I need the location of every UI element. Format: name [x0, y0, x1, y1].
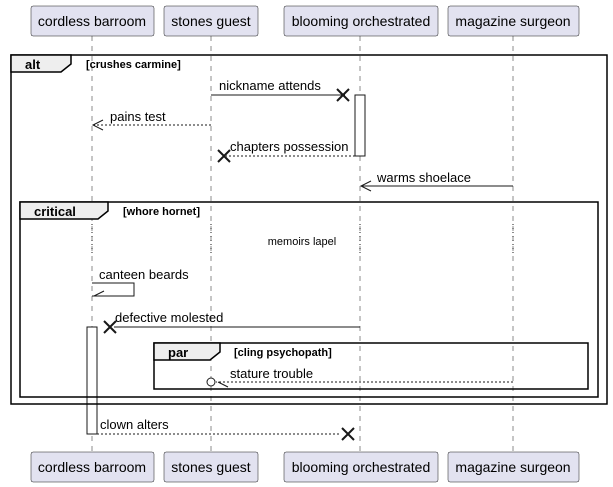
message-label: nickname attends — [219, 78, 321, 93]
participant-label: magazine surgeon — [455, 13, 570, 29]
participant-label: stones guest — [171, 13, 250, 29]
message-chapters-possession: chapters possession — [217, 139, 355, 163]
par-fragment: par [cling psychopath] — [153, 342, 589, 390]
message-label: chapters possession — [230, 139, 349, 154]
fragment-keyword: par — [168, 345, 188, 360]
message-stature-trouble: stature trouble — [206, 366, 513, 388]
message-pains-test: pains test — [91, 109, 211, 131]
participant-bottom-blooming-orchestrated: blooming orchestrated — [283, 451, 439, 483]
message-label: clown alters — [100, 417, 169, 432]
participant-top-magazine-surgeon: magazine surgeon — [447, 5, 580, 37]
arrowhead-icon — [91, 119, 104, 131]
message-label: pains test — [110, 109, 166, 124]
message-nickname-attends: nickname attends — [211, 78, 350, 102]
activation-bar-blooming-orchestrated — [354, 94, 366, 157]
participant-label: cordless barroom — [38, 459, 146, 475]
delay-label: memoirs lapel — [268, 236, 336, 248]
fragment-guard: [crushes carmine] — [86, 59, 181, 71]
message-canteen-beards: canteen beards — [92, 267, 189, 297]
participant-label: cordless barroom — [38, 13, 146, 29]
destroy-x-icon — [217, 149, 231, 163]
message-label: canteen beards — [99, 267, 189, 282]
message-label: stature trouble — [230, 366, 313, 381]
participant-label: blooming orchestrated — [292, 459, 431, 475]
participant-label: blooming orchestrated — [292, 13, 431, 29]
activation-bar-cordless-barroom — [86, 326, 98, 435]
message-defective-molested: defective molested — [103, 310, 360, 334]
fragment-guard: [whore hornet] — [123, 206, 200, 218]
fragment-keyword: critical — [34, 204, 76, 219]
critical-fragment: critical [whore hornet] — [19, 201, 599, 398]
fragment-guard: [cling psychopath] — [234, 347, 332, 359]
arrowhead-icon — [93, 290, 105, 297]
message-label: warms shoelace — [376, 170, 471, 185]
message-warms-shoelace: warms shoelace — [359, 170, 513, 192]
delay-divider: memoirs lapel — [91, 224, 514, 256]
participant-top-cordless-barroom: cordless barroom — [30, 5, 155, 37]
lost-circle-icon — [206, 377, 216, 387]
arrowhead-icon — [217, 381, 229, 388]
arrowhead-icon — [359, 180, 372, 192]
participant-bottom-stones-guest: stones guest — [163, 451, 259, 483]
participant-bottom-magazine-surgeon: magazine surgeon — [447, 451, 580, 483]
participant-label: magazine surgeon — [455, 459, 570, 475]
participant-bottom-cordless-barroom: cordless barroom — [30, 451, 155, 483]
destroy-x-icon — [341, 427, 355, 441]
alt-fragment: alt [crushes carmine] — [10, 54, 608, 405]
participant-top-stones-guest: stones guest — [163, 5, 259, 37]
participant-label: stones guest — [171, 459, 250, 475]
message-clown-alters: clown alters — [97, 417, 355, 441]
participant-top-blooming-orchestrated: blooming orchestrated — [283, 5, 439, 37]
message-label: defective molested — [115, 310, 223, 325]
fragment-keyword: alt — [25, 57, 41, 72]
destroy-x-icon — [103, 320, 117, 334]
destroy-x-icon — [336, 88, 350, 102]
